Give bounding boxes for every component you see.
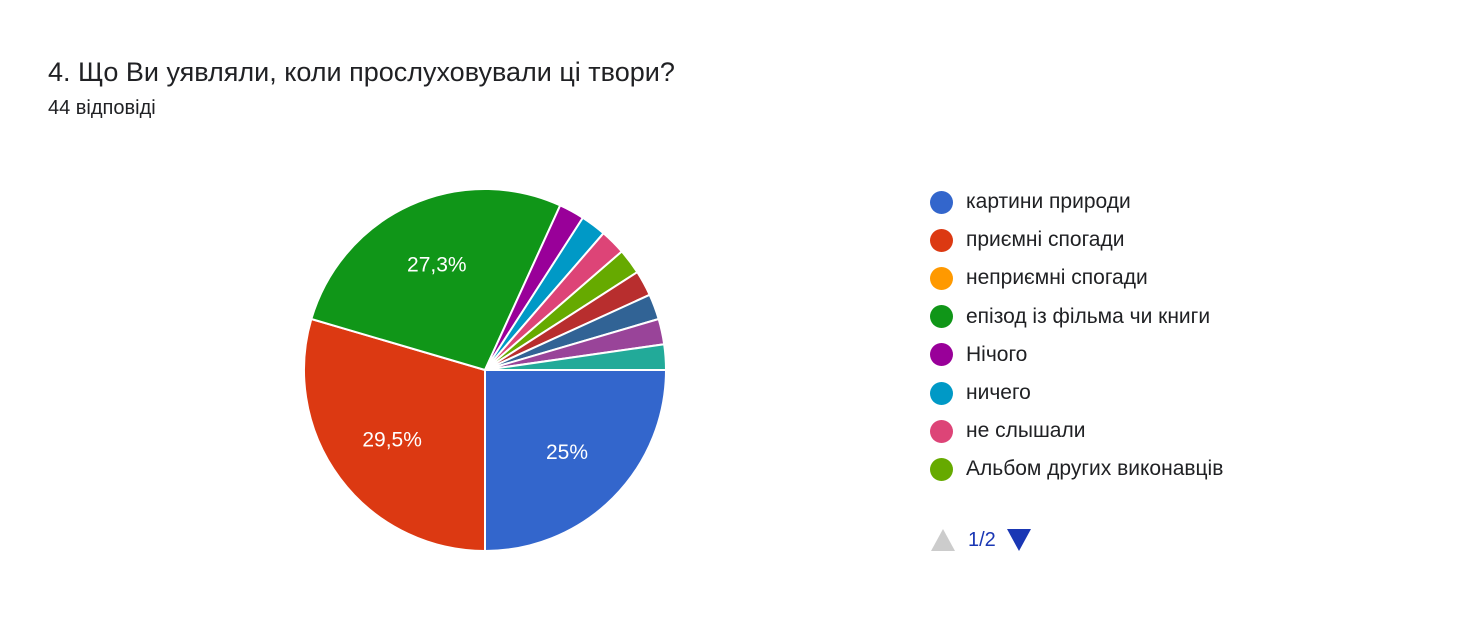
legend-swatch [930,419,953,443]
pie-slices [303,188,667,552]
legend-item[interactable]: Альбом других виконавців [930,450,1223,488]
legend-label: картини природи [966,190,1131,214]
legend-item[interactable]: приємні спогади [930,221,1223,259]
legend-label: Нічого [966,342,1028,366]
legend-label: не слышали [966,419,1086,443]
pie-labels: 25% 29,5% 27,3% [362,253,588,464]
question-header: 4. Що Ви уявляли, коли прослуховували ці… [48,52,675,122]
legend: картини природи приємні спогади неприємні … [930,183,1223,489]
legend-item[interactable]: ничего [930,374,1223,412]
legend-label: ничего [966,381,1031,405]
slice-percent-label: 29,5% [362,429,422,452]
legend-swatch [930,228,953,252]
slice-percent-label: 27,3% [407,253,467,276]
legend-swatch [930,266,953,290]
legend-label: Альбом других виконавців [966,457,1224,481]
legend-item[interactable]: картини природи [930,183,1223,221]
legend-swatch [930,190,953,214]
legend-swatch [930,343,953,367]
pie-slice[interactable] [303,318,486,552]
legend-swatch [930,457,953,481]
legend-label: епізод із фільма чи книги [966,304,1211,328]
response-count: 44 відповіді [48,97,156,119]
legend-item[interactable]: Нічого [930,336,1223,374]
triangle-down-icon [1006,529,1031,551]
pager-text: 1/2 [968,528,996,551]
pager-next-button[interactable] [1006,527,1032,553]
pie-slice[interactable] [310,188,562,371]
legend-item[interactable]: неприємні спогади [930,259,1223,297]
legend-label: приємні спогади [966,228,1125,252]
legend-item[interactable]: не слышали [930,412,1223,450]
question-title: 4. Що Ви уявляли, коли прослуховували ці… [48,57,675,87]
legend-swatch [930,305,953,329]
legend-item[interactable]: епізод із фільма чи книги [930,298,1223,336]
pie-chart: 25% 29,5% 27,3% [303,188,667,552]
legend-swatch [930,381,953,405]
pie-slice[interactable] [484,343,667,371]
legend-pager: 1/2 [930,524,1032,556]
pager-prev-button[interactable] [930,527,956,553]
triangle-up-icon [931,529,955,551]
slice-percent-label: 25% [546,441,588,464]
legend-label: неприємні спогади [966,266,1148,290]
pie-slice[interactable] [484,369,667,552]
